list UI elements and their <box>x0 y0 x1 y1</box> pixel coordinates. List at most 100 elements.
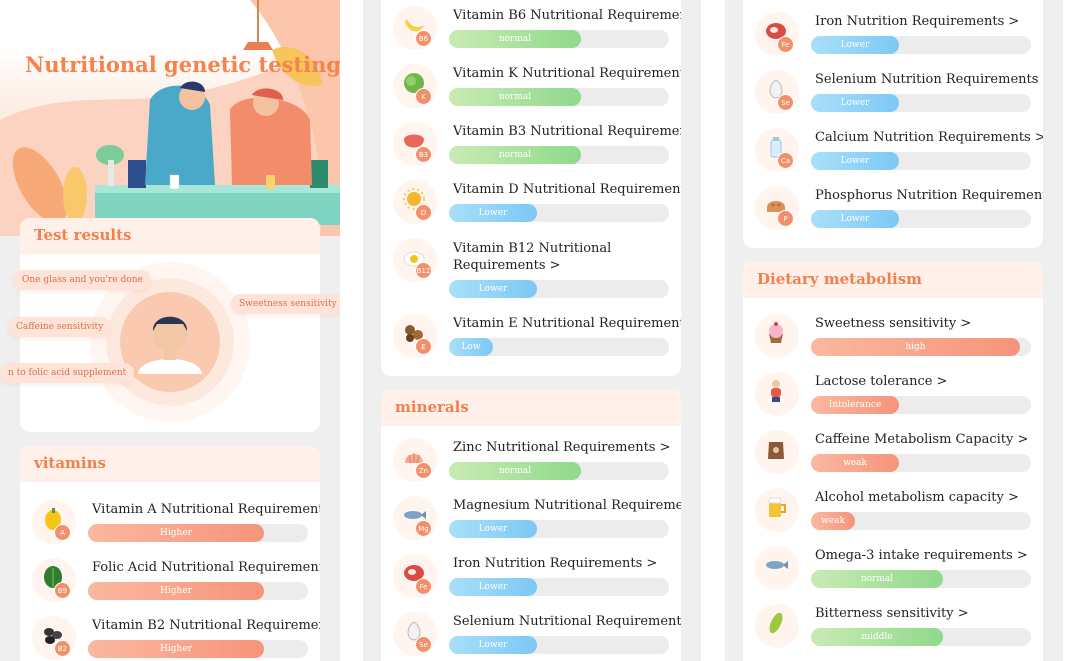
list-item[interactable]: Zn Zinc Nutritional Requirements > normal <box>393 436 671 494</box>
beer-icon <box>755 488 799 532</box>
beans-icon: B2 <box>32 616 76 660</box>
bread-icon: P <box>755 186 799 230</box>
list-item[interactable]: D Vitamin D Nutritional Requirements > Low… <box>393 178 681 236</box>
nutrient-badge: B12 <box>415 262 432 279</box>
level-bar: Intolerance <box>811 396 1031 414</box>
cupcake-icon <box>755 314 799 358</box>
list-item[interactable]: Omega-3 intake requirements > normal <box>755 544 1031 602</box>
dietary-metabolism-card: Dietary metabolism Sweetness sensitivity… <box>743 262 1043 661</box>
level-fill: weak <box>811 512 855 530</box>
level-fill: normal <box>811 570 943 588</box>
level-fill: Lower <box>811 210 899 228</box>
item-label[interactable]: Folic Acid Nutritional Requirements > <box>92 560 320 575</box>
list-item[interactable]: Se Selenium Nutritional Requirements > Low… <box>393 610 681 661</box>
item-label[interactable]: Vitamin B6 Nutritional Requirements > <box>453 8 681 23</box>
list-item[interactable]: Bitterness sensitivity > middle <box>755 602 1031 660</box>
list-item[interactable]: B2 Vitamin B2 Nutritional Requirements > H… <box>32 614 320 661</box>
item-label[interactable]: Vitamin E Nutritional Requirements > <box>453 316 681 331</box>
item-label[interactable]: Vitamin B3 Nutritional Requirements > <box>453 124 681 139</box>
test-results-card: Test results One glass and you're done S… <box>0 218 340 432</box>
banana-icon: B6 <box>393 6 437 50</box>
item-label[interactable]: Caffeine Metabolism Capacity > <box>815 432 1029 447</box>
level-fill: Lower <box>811 152 899 170</box>
nutrient-badge: Se <box>415 636 432 653</box>
level-bar: Lower <box>811 152 1031 170</box>
bell-pepper-icon: A <box>32 500 76 544</box>
level-bar: normal <box>449 146 669 164</box>
chip-caffeine[interactable]: Caffeine sensitivity <box>8 317 112 337</box>
level-bar: weak <box>811 454 1031 472</box>
item-label[interactable]: Iron Nutrition Requirements > <box>453 556 658 571</box>
level-bar: normal <box>811 570 1031 588</box>
level-bar: weak <box>811 512 1031 530</box>
level-fill: Lower <box>811 94 899 112</box>
level-bar: normal <box>449 88 669 106</box>
nutrient-badge: A <box>54 524 71 541</box>
garlic-icon: Se <box>755 70 799 114</box>
item-label[interactable]: Selenium Nutrition Requirements > <box>815 72 1043 87</box>
item-label[interactable]: Vitamin K Nutritional Requirements > <box>453 66 681 81</box>
fish-icon: Mg <box>393 496 437 540</box>
item-label[interactable]: Selenium Nutritional Requirements > <box>453 614 681 629</box>
screen-overview: Nutritional genetic testing Test results… <box>0 0 340 661</box>
dietary-metabolism-title: Dietary metabolism <box>743 262 1043 298</box>
item-label[interactable]: Phosphorus Nutrition Requirements > <box>815 188 1043 203</box>
chip-sweetness[interactable]: Sweetness sensitivity <box>231 294 340 314</box>
list-item[interactable]: Sweetness sensitivity > high <box>755 312 1031 370</box>
item-label[interactable]: Alcohol metabolism capacity > <box>815 490 1019 505</box>
nutrient-badge: Zn <box>415 462 432 479</box>
list-item[interactable]: Ca Calcium Nutrition Requirements > Lower <box>755 126 1043 184</box>
level-fill: normal <box>449 462 581 480</box>
fish-icon <box>755 546 799 590</box>
bitter-melon-icon <box>755 604 799 648</box>
item-label[interactable]: Calcium Nutrition Requirements > <box>815 130 1043 145</box>
item-label[interactable]: Bitterness sensitivity > <box>815 606 969 621</box>
item-label[interactable]: Vitamin B2 Nutritional Requirements > <box>92 618 320 633</box>
list-item[interactable]: P Phosphorus Nutrition Requirements > Lowe… <box>755 184 1043 242</box>
list-item[interactable]: B9 Folic Acid Nutritional Requirements > H… <box>32 556 320 614</box>
steak-icon: Fe <box>393 554 437 598</box>
level-fill: Higher <box>88 582 264 600</box>
item-label[interactable]: Lactose tolerance > <box>815 374 948 389</box>
level-bar: Lower <box>811 94 1031 112</box>
list-item[interactable]: B12 Vitamin B12 Nutritional Requirements … <box>393 236 669 298</box>
list-item[interactable]: Mg Magnesium Nutritional Requirements > Lo… <box>393 494 681 552</box>
list-item[interactable]: Fe Iron Nutrition Requirements > Lower <box>755 10 1031 68</box>
list-item[interactable]: Alcohol metabolism capacity > weak <box>755 486 1031 544</box>
nutrient-badge: B9 <box>54 582 71 599</box>
minerals-title: minerals <box>381 390 681 426</box>
item-label[interactable]: Vitamin B12 Nutritional Requirements > <box>453 241 612 273</box>
item-label[interactable]: Sweetness sensitivity > <box>815 316 972 331</box>
list-item[interactable]: K Vitamin K Nutritional Requirements > nor… <box>393 62 681 120</box>
hero-illustration <box>0 0 340 236</box>
coffee-bag-icon <box>755 430 799 474</box>
hero-banner: Nutritional genetic testing <box>0 0 340 236</box>
list-item[interactable]: B3 Vitamin B3 Nutritional Requirements > n… <box>393 120 681 178</box>
item-label[interactable]: Zinc Nutritional Requirements > <box>453 440 671 455</box>
milk-icon: Ca <box>755 128 799 172</box>
item-label[interactable]: Magnesium Nutritional Requirements > <box>453 498 681 513</box>
list-item[interactable]: Lactose tolerance > Intolerance <box>755 370 1031 428</box>
level-bar: normal <box>449 30 669 48</box>
item-label[interactable]: Vitamin A Nutritional Requirements > <box>92 502 320 517</box>
nutrient-badge: D <box>415 204 432 221</box>
chip-one-glass[interactable]: One glass and you're done <box>14 270 151 290</box>
shell-icon: Zn <box>393 438 437 482</box>
list-item[interactable]: Fe Iron Nutrition Requirements > Lower <box>393 552 669 610</box>
list-item[interactable]: A Vitamin A Nutritional Requirements > Hig… <box>32 498 320 556</box>
item-label[interactable]: Vitamin D Nutritional Requirements > <box>453 182 681 197</box>
test-results-title: Test results <box>20 218 320 254</box>
list-item[interactable]: E Vitamin E Nutritional Requirements > Low <box>393 312 681 370</box>
chip-folic-acid[interactable]: n to folic acid supplement <box>0 363 135 383</box>
item-label[interactable]: Omega-3 intake requirements > <box>815 548 1028 563</box>
level-fill: Higher <box>88 640 264 658</box>
list-item[interactable]: Se Selenium Nutrition Requirements > Lower <box>755 68 1043 126</box>
list-item[interactable]: B6 Vitamin B6 Nutritional Requirements > n… <box>393 4 681 62</box>
list-item[interactable]: Caffeine Metabolism Capacity > weak <box>755 428 1031 486</box>
level-fill: normal <box>449 30 581 48</box>
item-label[interactable]: Iron Nutrition Requirements > <box>815 14 1020 29</box>
level-fill: Lower <box>449 636 537 654</box>
nutrient-badge: Ca <box>777 152 794 169</box>
level-fill: Higher <box>88 524 264 542</box>
level-fill: Lower <box>449 204 537 222</box>
